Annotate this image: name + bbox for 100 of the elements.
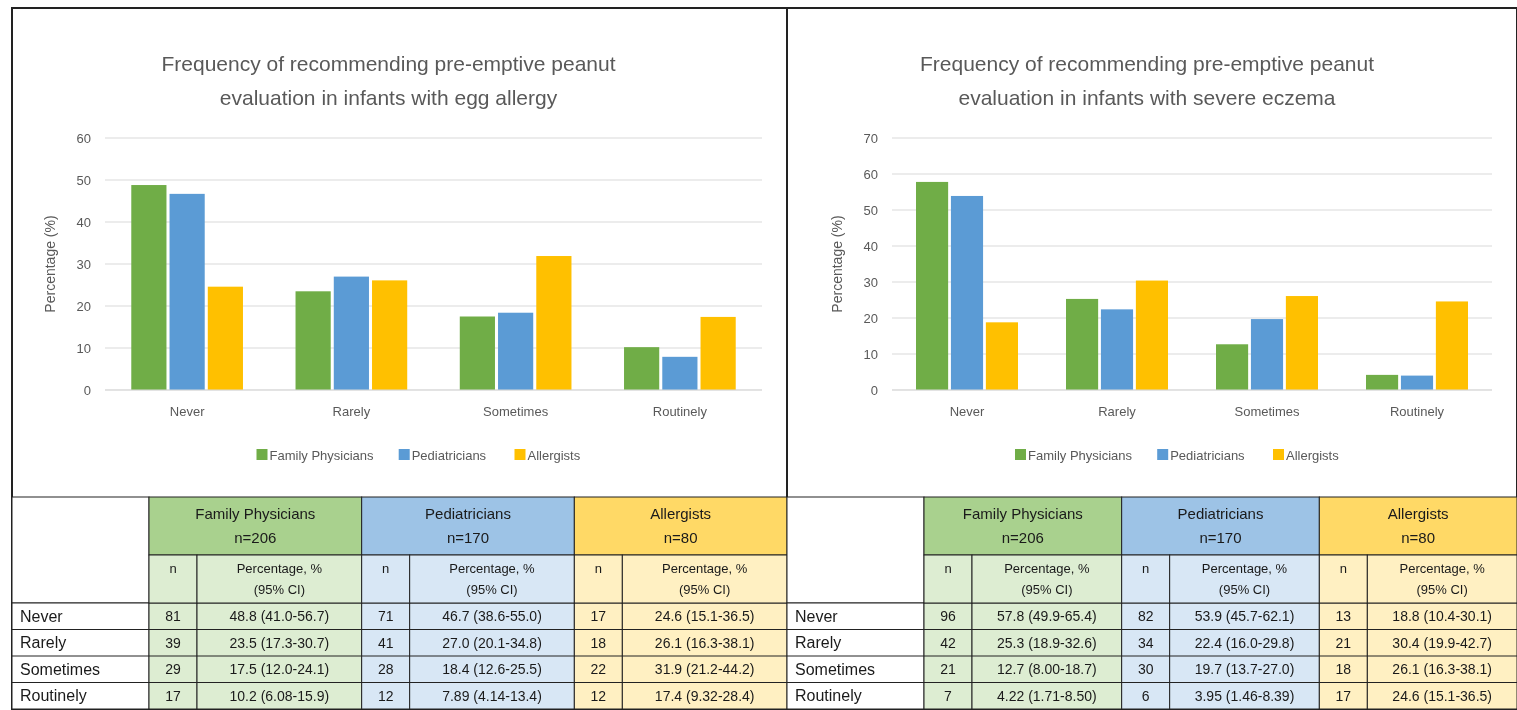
x-tick-label: Percentage, % (95% CI) bbox=[1399, 561, 1486, 597]
bar bbox=[295, 291, 331, 390]
y-tick-label: 70 bbox=[863, 130, 878, 146]
text: 31.9 (21.2-44.2) bbox=[654, 661, 755, 678]
text: 7 bbox=[944, 687, 952, 704]
x-tick-label: Routinely bbox=[1389, 404, 1445, 419]
legend-label: Allergists bbox=[527, 447, 581, 463]
text: Pediatricians n=170 bbox=[425, 505, 511, 546]
legend-label: Pediatricians bbox=[411, 447, 487, 463]
bar bbox=[950, 195, 984, 390]
x-tick-label: Routinely bbox=[652, 404, 708, 419]
y-tick-label: 20 bbox=[863, 310, 878, 326]
bar bbox=[1135, 280, 1168, 390]
y-tick-label: 10 bbox=[863, 346, 878, 362]
y-axis-title: Percentage (%) bbox=[42, 215, 58, 313]
text: 10.2 (6.08-15.9) bbox=[229, 687, 330, 704]
y-tick-label: Rarely bbox=[20, 634, 67, 652]
legend-label: Family Physicians bbox=[269, 447, 375, 463]
text: 3.95 (1.46-8.39) bbox=[1194, 687, 1295, 704]
bar bbox=[1066, 298, 1099, 390]
bar bbox=[624, 347, 660, 390]
x-tick-label: Percentage, % (95% CI) bbox=[662, 561, 748, 597]
y-tick-label: 50 bbox=[76, 172, 91, 188]
bar bbox=[498, 312, 534, 390]
legend-label: Family Physicians bbox=[1028, 447, 1133, 463]
y-tick-label: Sometimes bbox=[20, 660, 101, 678]
bar bbox=[985, 322, 1018, 390]
text: 17.4 (9.32-28.4) bbox=[654, 687, 755, 704]
x-tick-label: n bbox=[382, 561, 390, 576]
bar bbox=[536, 256, 572, 390]
bar bbox=[169, 193, 205, 390]
chart-title: Frequency of recommending pre-emptive peanut evaluation in infants with egg allergy bbox=[161, 52, 616, 109]
bar bbox=[916, 181, 949, 390]
y-tick-label: 40 bbox=[76, 214, 91, 230]
bar bbox=[1400, 375, 1434, 390]
x-tick-label: Percentage, % (95% CI) bbox=[449, 561, 536, 597]
text: 28 bbox=[377, 661, 394, 678]
bar bbox=[459, 316, 495, 390]
x-tick-label: n bbox=[944, 561, 952, 576]
y-tick-label: Never bbox=[795, 607, 839, 625]
text: 42 bbox=[940, 634, 956, 651]
x-tick-label: Never bbox=[949, 404, 985, 419]
text: 30.4 (19.9-42.7) bbox=[1392, 634, 1492, 651]
bar bbox=[700, 316, 736, 390]
x-tick-label: Percentage, % (95% CI) bbox=[1004, 561, 1090, 597]
y-tick-label: 0 bbox=[870, 382, 878, 398]
y-tick-label: 60 bbox=[863, 166, 878, 182]
text: 29 bbox=[165, 661, 181, 678]
text: 27.0 (20.1-34.8) bbox=[442, 634, 542, 651]
text: 12 bbox=[590, 687, 607, 704]
legend-label: Pediatricians bbox=[1170, 447, 1246, 463]
text: 30 bbox=[1137, 661, 1154, 678]
text: 96 bbox=[940, 608, 956, 625]
x-tick-label: Rarely bbox=[332, 404, 371, 419]
bar bbox=[1250, 319, 1284, 390]
x-tick-label: n bbox=[1339, 561, 1347, 576]
y-tick-label: 20 bbox=[76, 298, 91, 314]
text: 21 bbox=[940, 661, 956, 678]
y-tick-label: 10 bbox=[76, 340, 91, 356]
text: 7.89 (4.14-13.4) bbox=[442, 687, 542, 704]
text: 18.4 (12.6-25.5) bbox=[442, 661, 542, 678]
text: 12.7 (8.00-18.7) bbox=[997, 661, 1097, 678]
y-tick-label: 40 bbox=[863, 238, 878, 254]
text: 6 bbox=[1141, 687, 1150, 704]
y-tick-label: Sometimes bbox=[795, 660, 876, 678]
x-tick-label: Percentage, % (95% CI) bbox=[1201, 561, 1288, 597]
x-tick-label: Never bbox=[169, 404, 206, 419]
text: 71 bbox=[377, 608, 394, 625]
text: 13 bbox=[1335, 608, 1352, 625]
text: Family Physicians n=206 bbox=[195, 505, 316, 546]
text: 17.5 (12.0-24.1) bbox=[229, 661, 330, 678]
text: 19.7 (13.7-27.0) bbox=[1194, 661, 1295, 678]
text: 17 bbox=[590, 608, 607, 625]
x-tick-label: n bbox=[594, 561, 602, 576]
bar bbox=[1366, 374, 1399, 390]
y-tick-label: 30 bbox=[76, 256, 91, 272]
y-tick-label: 30 bbox=[863, 274, 878, 290]
y-axis-title: Percentage (%) bbox=[829, 215, 845, 313]
text: Allergists n=80 bbox=[650, 505, 712, 546]
text: 24.6 (15.1-36.5) bbox=[654, 608, 755, 625]
text: 25.3 (18.9-32.6) bbox=[997, 634, 1097, 651]
text: 18.8 (10.4-30.1) bbox=[1392, 608, 1492, 625]
text: Family Physicians n=206 bbox=[962, 505, 1083, 546]
text: 17 bbox=[1335, 687, 1352, 704]
bar bbox=[131, 185, 167, 390]
text: 24.6 (15.1-36.5) bbox=[1392, 687, 1492, 704]
x-tick-label: Rarely bbox=[1098, 404, 1137, 419]
text: 39 bbox=[165, 634, 181, 651]
y-tick-label: 60 bbox=[76, 130, 91, 146]
x-tick-label: Percentage, % (95% CI) bbox=[236, 561, 323, 597]
text: 48.8 (41.0-56.7) bbox=[229, 608, 330, 625]
text: 53.9 (45.7-62.1) bbox=[1194, 608, 1295, 625]
text: 34 bbox=[1137, 634, 1154, 651]
text: 18 bbox=[590, 634, 607, 651]
x-tick-label: n bbox=[169, 561, 177, 576]
y-tick-label: Routinely bbox=[20, 687, 87, 705]
bar bbox=[372, 280, 408, 390]
text: 18 bbox=[1335, 661, 1352, 678]
text: 82 bbox=[1137, 608, 1154, 625]
text: 81 bbox=[165, 608, 181, 625]
